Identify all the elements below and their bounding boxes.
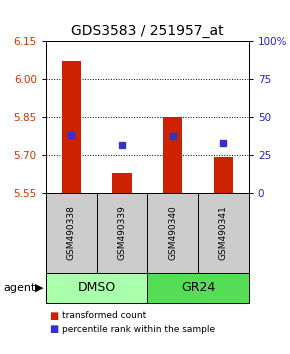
Text: percentile rank within the sample: percentile rank within the sample — [62, 325, 215, 334]
Text: ■: ■ — [49, 311, 59, 321]
Text: GSM490341: GSM490341 — [219, 205, 228, 260]
Bar — [214, 158, 233, 193]
Text: agent: agent — [3, 283, 35, 293]
Bar — [46, 273, 147, 303]
Bar — [112, 173, 132, 193]
Text: DMSO: DMSO — [77, 281, 116, 294]
Title: GDS3583 / 251957_at: GDS3583 / 251957_at — [71, 24, 224, 38]
Bar — [163, 117, 182, 193]
Text: GSM490339: GSM490339 — [117, 205, 126, 260]
Text: GR24: GR24 — [181, 281, 215, 294]
Bar — [61, 61, 81, 193]
Text: GSM490340: GSM490340 — [168, 205, 177, 260]
Bar — [147, 273, 249, 303]
Text: GSM490338: GSM490338 — [67, 205, 76, 260]
Text: transformed count: transformed count — [62, 311, 147, 320]
Text: ■: ■ — [49, 324, 59, 334]
Text: ▶: ▶ — [35, 283, 44, 293]
